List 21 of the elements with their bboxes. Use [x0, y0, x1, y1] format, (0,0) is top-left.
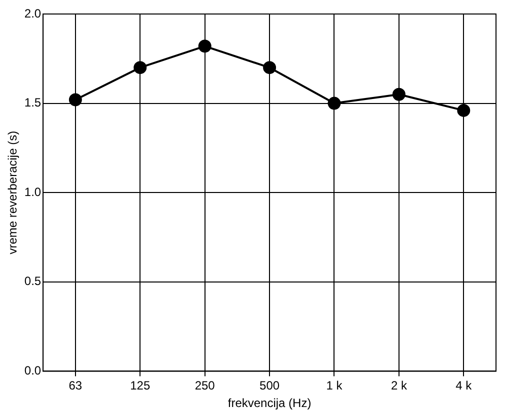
x-tick-label: 500 — [260, 378, 280, 393]
point — [134, 61, 147, 74]
y-tick-label: 2.0 — [24, 6, 42, 20]
point — [392, 88, 406, 101]
y-tick-label: 0.0 — [24, 364, 42, 378]
y-tick-label: 0.5 — [24, 274, 42, 288]
x-tick-label: 4 k — [456, 378, 473, 393]
x-tick-label: 2 k — [390, 378, 408, 393]
y-tick-label: 1.0 — [24, 184, 42, 199]
point — [263, 61, 276, 74]
x-tick-label: 125 — [130, 378, 150, 393]
x-axis-title: frekvencija (Hz) — [228, 396, 312, 410]
x-tick-label: 1 k — [326, 378, 344, 393]
point — [457, 104, 470, 117]
x-tick-label: 250 — [194, 378, 216, 393]
y-axis-title: vreme reverberacije (s) — [6, 130, 20, 254]
point — [328, 96, 341, 110]
point — [198, 40, 212, 53]
point — [68, 93, 82, 106]
x-tick-label: 63 — [68, 378, 82, 393]
y-tick-label: 1.5 — [24, 96, 42, 110]
